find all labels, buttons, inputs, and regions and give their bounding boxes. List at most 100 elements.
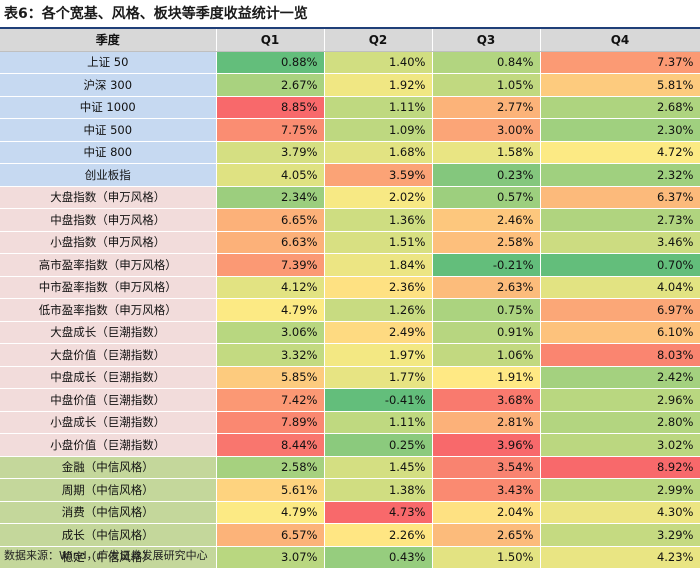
value-cell-q2: -0.41% (324, 388, 433, 412)
value-cell-q3: 0.84% (432, 51, 541, 74)
row-label: 成长（中信风格） (0, 523, 217, 547)
header-label: 季度 (0, 29, 217, 52)
table-row: 大盘成长（巨潮指数） 3.06% 2.49% 0.91% 6.10% (0, 321, 700, 344)
row-label: 金融（中信风格） (0, 456, 217, 479)
value-cell-q2: 1.38% (324, 478, 433, 502)
value-cell-q4: 4.04% (540, 276, 700, 299)
value-cell-q4: 2.30% (540, 118, 700, 142)
row-label: 大盘指数（申万风格） (0, 186, 217, 209)
value-cell-q3: 2.58% (432, 231, 541, 254)
value-cell-q4: 5.81% (540, 73, 700, 97)
value-cell-q2: 2.49% (324, 321, 433, 344)
value-cell-q1: 4.79% (216, 501, 325, 524)
value-cell-q1: 0.88% (216, 51, 325, 74)
table-row: 大盘指数（申万风格） 2.34% 2.02% 0.57% 6.37% (0, 186, 700, 209)
table-row: 大盘价值（巨潮指数） 3.32% 1.97% 1.06% 8.03% (0, 343, 700, 367)
value-cell-q4: 4.23% (540, 546, 700, 569)
row-label: 中证 1000 (0, 96, 217, 119)
row-label: 大盘成长（巨潮指数） (0, 321, 217, 344)
value-cell-q3: 0.75% (432, 298, 541, 322)
value-cell-q2: 1.92% (324, 73, 433, 97)
table-row: 中证 1000 8.85% 1.11% 2.77% 2.68% (0, 96, 700, 119)
value-cell-q1: 7.75% (216, 118, 325, 142)
value-cell-q3: 3.96% (432, 433, 541, 457)
value-cell-q1: 4.05% (216, 163, 325, 187)
title-rule (0, 27, 700, 29)
value-cell-q2: 2.36% (324, 276, 433, 299)
value-cell-q4: 6.97% (540, 298, 700, 322)
value-cell-q1: 6.65% (216, 208, 325, 232)
value-cell-q1: 7.42% (216, 388, 325, 412)
value-cell-q3: 3.54% (432, 456, 541, 479)
row-label: 创业板指 (0, 163, 217, 187)
value-cell-q1: 8.85% (216, 96, 325, 119)
value-cell-q3: 2.63% (432, 276, 541, 299)
value-cell-q4: 6.37% (540, 186, 700, 209)
table-row: 小盘指数（申万风格） 6.63% 1.51% 2.58% 3.46% (0, 231, 700, 254)
row-label: 上证 50 (0, 51, 217, 74)
value-cell-q1: 6.63% (216, 231, 325, 254)
row-label: 中盘成长（巨潮指数） (0, 366, 217, 389)
value-cell-q4: 2.96% (540, 388, 700, 412)
value-cell-q1: 3.07% (216, 546, 325, 569)
row-label: 高市盈率指数（申万风格） (0, 253, 217, 277)
value-cell-q1: 2.58% (216, 456, 325, 479)
value-cell-q1: 6.57% (216, 523, 325, 547)
source-note: 数据来源：Wind，广发证券发展研究中心 (4, 549, 208, 562)
row-label: 小盘价值（巨潮指数） (0, 433, 217, 457)
value-cell-q1: 2.34% (216, 186, 325, 209)
table-row: 中证 800 3.79% 1.68% 1.58% 4.72% (0, 141, 700, 164)
value-cell-q2: 1.68% (324, 141, 433, 164)
value-cell-q2: 1.36% (324, 208, 433, 232)
value-cell-q3: 3.00% (432, 118, 541, 142)
value-cell-q1: 7.39% (216, 253, 325, 277)
table-row: 周期（中信风格） 5.61% 1.38% 3.43% 2.99% (0, 478, 700, 502)
value-cell-q4: 7.37% (540, 51, 700, 74)
value-cell-q3: 0.23% (432, 163, 541, 187)
table-row: 小盘成长（巨潮指数） 7.89% 1.11% 2.81% 2.80% (0, 411, 700, 434)
value-cell-q3: 3.68% (432, 388, 541, 412)
header-q1: Q1 (216, 29, 325, 52)
value-cell-q3: 2.46% (432, 208, 541, 232)
value-cell-q1: 3.32% (216, 343, 325, 367)
value-cell-q2: 3.59% (324, 163, 433, 187)
value-cell-q2: 1.26% (324, 298, 433, 322)
row-label: 低市盈率指数（申万风格） (0, 298, 217, 322)
value-cell-q1: 7.89% (216, 411, 325, 434)
value-cell-q4: 3.29% (540, 523, 700, 547)
value-cell-q4: 8.92% (540, 456, 700, 479)
value-cell-q4: 2.80% (540, 411, 700, 434)
value-cell-q2: 0.25% (324, 433, 433, 457)
value-cell-q2: 1.77% (324, 366, 433, 389)
row-label: 沪深 300 (0, 73, 217, 97)
value-cell-q4: 3.46% (540, 231, 700, 254)
table-row: 中证 500 7.75% 1.09% 3.00% 2.30% (0, 118, 700, 142)
value-cell-q2: 1.84% (324, 253, 433, 277)
row-label: 稳定（中信风格） (0, 546, 217, 569)
value-cell-q4: 4.30% (540, 501, 700, 524)
table-row: 金融（中信风格） 2.58% 1.45% 3.54% 8.92% (0, 456, 700, 479)
value-cell-q2: 1.09% (324, 118, 433, 142)
table-row: 沪深 300 2.67% 1.92% 1.05% 5.81% (0, 73, 700, 97)
value-cell-q3: 2.81% (432, 411, 541, 434)
value-cell-q3: 1.58% (432, 141, 541, 164)
value-cell-q1: 8.44% (216, 433, 325, 457)
row-label: 消费（中信风格） (0, 501, 217, 524)
value-cell-q1: 4.79% (216, 298, 325, 322)
value-cell-q1: 3.06% (216, 321, 325, 344)
value-cell-q2: 2.02% (324, 186, 433, 209)
table-row: 小盘价值（巨潮指数） 8.44% 0.25% 3.96% 3.02% (0, 433, 700, 457)
row-label: 中市盈率指数（申万风格） (0, 276, 217, 299)
value-cell-q4: 6.10% (540, 321, 700, 344)
value-cell-q4: 2.42% (540, 366, 700, 389)
value-cell-q2: 2.26% (324, 523, 433, 547)
value-cell-q2: 1.51% (324, 231, 433, 254)
header-q3: Q3 (432, 29, 541, 52)
table-row: 上证 50 0.88% 1.40% 0.84% 7.37% (0, 51, 700, 74)
value-cell-q3: 0.57% (432, 186, 541, 209)
value-cell-q1: 5.61% (216, 478, 325, 502)
table-row: 创业板指 4.05% 3.59% 0.23% 2.32% (0, 163, 700, 187)
value-cell-q4: 0.70% (540, 253, 700, 277)
value-cell-q3: 1.91% (432, 366, 541, 389)
value-cell-q2: 1.45% (324, 456, 433, 479)
